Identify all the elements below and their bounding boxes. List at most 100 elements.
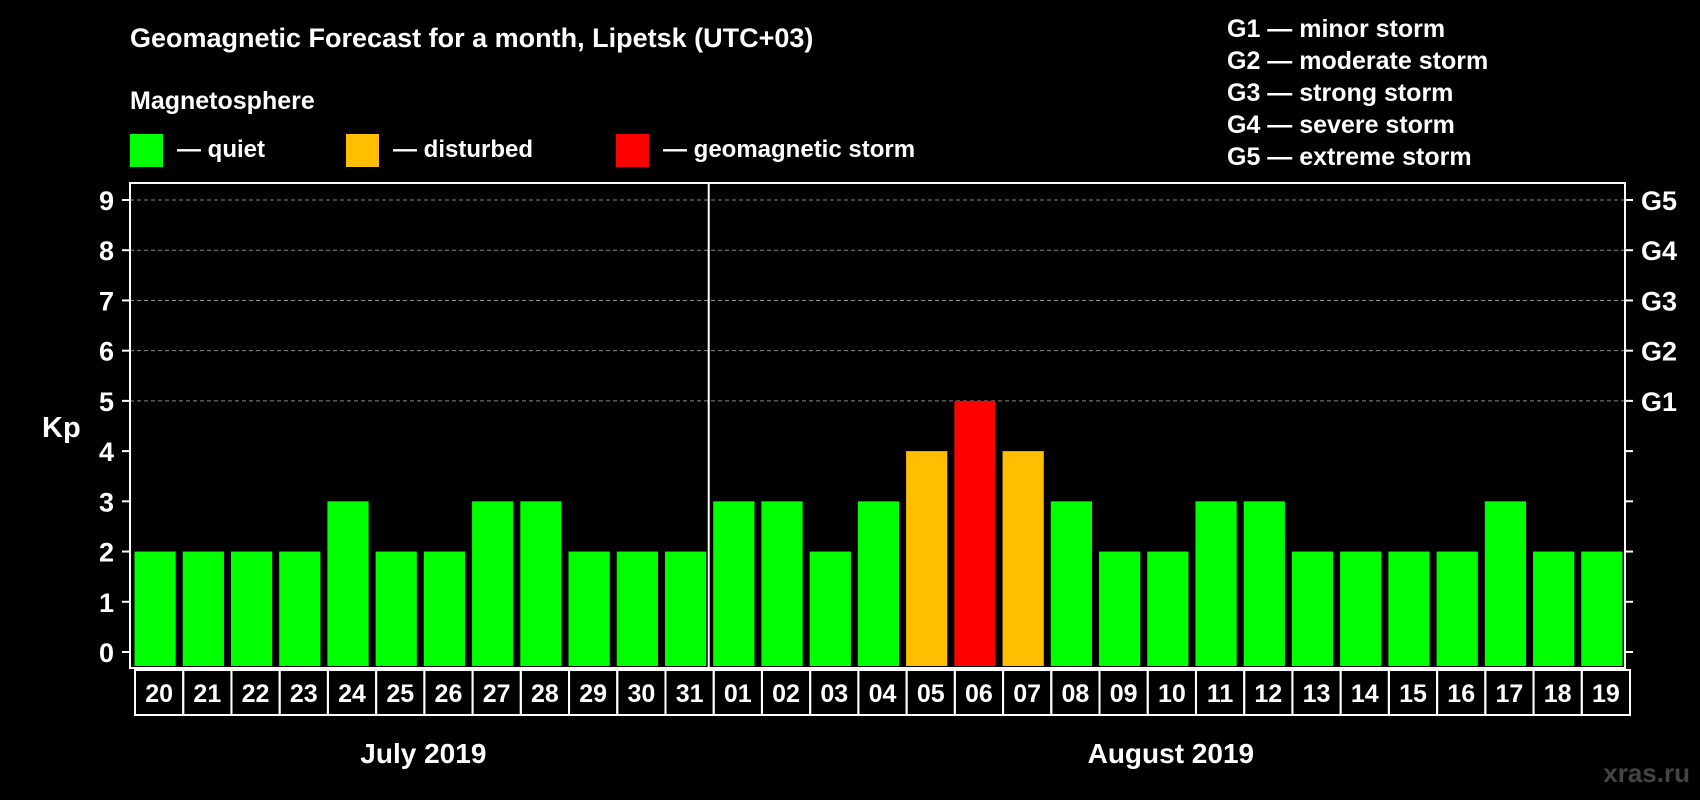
bar-29 [568,551,610,666]
y-tick-label: 9 [99,186,114,216]
storm-scale-g5: G5 — extreme storm [1227,143,1472,171]
bar-15 [1388,551,1430,666]
x-tick-label: 02 [772,680,800,708]
x-tick-label: 15 [1399,680,1427,708]
bar-07 [1002,451,1044,666]
bar-14 [1340,551,1382,666]
storm-scale-g4: G4 — severe storm [1227,111,1455,139]
bar-21 [182,551,224,666]
y-tick-label: 7 [99,286,114,316]
legend-label-disturbed: — disturbed [393,136,533,163]
bar-20 [134,551,176,666]
right-label-g2: G2 [1641,337,1677,367]
y-tick-label: 8 [99,236,114,266]
bar-02 [761,501,803,666]
bar-13 [1291,551,1334,666]
bar-06 [954,400,996,666]
bar-26 [423,551,466,666]
bar-24 [327,501,369,666]
date-box [1580,669,1631,716]
bar-08 [1050,501,1093,666]
x-tick-label: 14 [1351,680,1379,708]
y-tick-label: 6 [99,337,114,367]
x-tick-label: 16 [1447,680,1475,708]
x-tick-label: 07 [1013,680,1041,708]
x-tick-label: 10 [1158,680,1186,708]
x-tick-label: 28 [531,680,559,708]
right-label-g3: G3 [1641,286,1677,316]
bar-19 [1581,551,1623,666]
y-tick-label: 5 [99,387,114,417]
bar-30 [616,551,658,666]
x-tick-label: 03 [820,680,848,708]
x-tick-label: 24 [338,680,366,708]
storm-scale-key: G1 — minor storm G2 — moderate storm G3 … [1227,15,1488,171]
right-label-g4: G4 [1641,236,1677,266]
x-tick-label: 19 [1592,680,1620,708]
x-tick-label: 04 [869,680,897,708]
bar-11 [1195,501,1237,666]
x-tick-label: 06 [965,680,993,708]
x-tick-label: 12 [1254,680,1282,708]
x-tick-label: 25 [386,680,414,708]
x-tick-label: 11 [1207,680,1234,708]
bar-31 [664,551,707,666]
bar-05 [906,451,948,666]
y-tick-label: 4 [99,437,114,467]
x-tick-label: 31 [676,680,704,708]
x-tick-label: 27 [483,680,511,708]
bar-12 [1243,501,1285,666]
watermark: xras.ru [1603,758,1690,788]
x-tick-label: 20 [145,680,173,708]
bar-22 [230,551,273,666]
plot-frame [129,182,1626,669]
x-tick-label: 29 [579,680,607,708]
y-tick-label: 0 [99,638,114,668]
x-tick-label: 08 [1061,680,1089,708]
bar-25 [375,551,417,666]
x-tick-label: 18 [1544,680,1572,708]
x-tick-label: 09 [1110,680,1138,708]
x-tick-label: 21 [193,680,221,708]
bar-27 [472,501,514,666]
storm-scale-g2: G2 — moderate storm [1227,47,1488,75]
legend-title: Magnetosphere [130,87,315,115]
bar-17 [1484,501,1527,666]
bar-23 [279,551,321,666]
legend-swatch-storm [616,134,649,167]
y-tick-label: 2 [99,538,114,568]
y-tick-label: 3 [99,487,114,517]
bar-16 [1436,551,1478,666]
y-tick-label: 1 [99,588,114,618]
month-label-0: July 2019 [360,738,486,769]
bar-28 [520,501,562,666]
x-tick-label: 23 [290,680,318,708]
legend-swatch-disturbed [346,134,379,167]
bar-10 [1147,551,1189,666]
x-tick-label: 30 [627,680,655,708]
x-tick-label: 22 [242,680,270,708]
legend-label-quiet: — quiet [177,136,265,163]
x-tick-label: 17 [1496,680,1524,708]
bar-01 [713,501,755,666]
bar-03 [809,551,851,666]
storm-scale-g3: G3 — strong storm [1227,79,1453,107]
legend: — quiet — disturbed — geomagnetic storm [130,134,915,167]
month-label-1: August 2019 [1088,738,1255,769]
x-tick-label: 05 [917,680,945,708]
x-tick-label: 13 [1303,680,1331,708]
bar-18 [1533,551,1575,666]
right-label-g5: G5 [1641,186,1677,216]
legend-swatch-quiet [130,134,163,167]
legend-label-storm: — geomagnetic storm [663,136,915,163]
x-tick-label: 26 [435,680,463,708]
bar-09 [1099,551,1141,666]
chart-title: Geomagnetic Forecast for a month, Lipets… [130,23,813,53]
x-tick-label: 01 [724,680,752,708]
y-axis-label: Kp [42,412,81,444]
bar-04 [857,501,900,666]
right-label-g1: G1 [1641,387,1677,417]
storm-scale-g1: G1 — minor storm [1227,15,1445,43]
